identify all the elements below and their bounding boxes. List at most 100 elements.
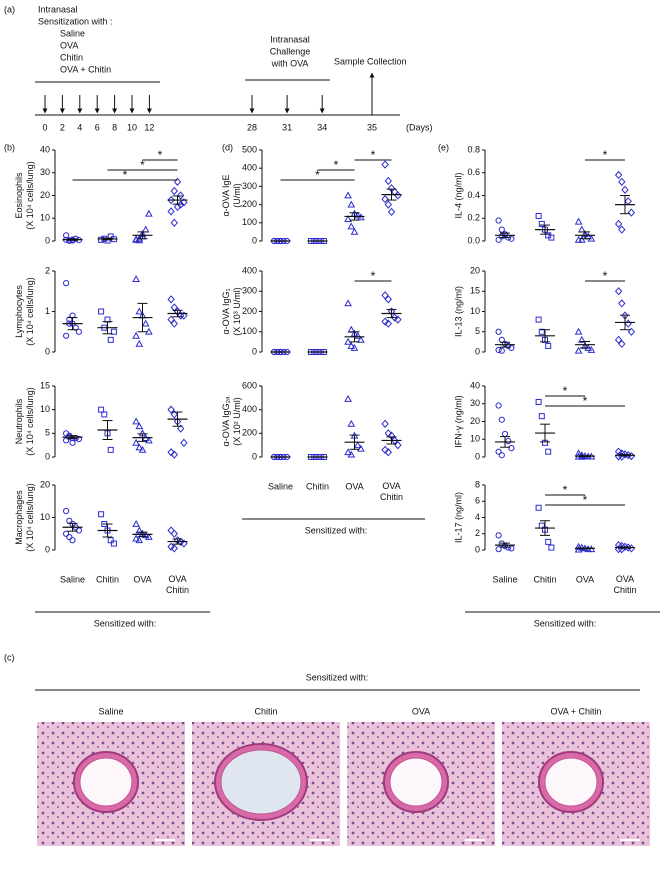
panel-label: (b) [4,142,15,152]
data-point [495,448,502,455]
y-axis-label: IL-17 (ng/ml) [453,492,463,543]
timeline-title: with OVA [271,58,309,68]
data-point [180,438,188,447]
data-point [132,331,140,339]
y-tick-label: 2 [475,528,480,538]
data-point [535,212,542,219]
y-tick-label: 4 [475,512,480,522]
data-point [381,317,389,326]
data-point [177,311,185,320]
timeline-title: Intranasal [270,34,310,44]
data-point [387,207,396,217]
y-tick-label: 30 [40,167,50,177]
data-point [614,219,623,229]
data-point [63,232,70,239]
timeline-title: Sample Collection [334,56,407,66]
data-point [381,419,389,429]
y-tick-label: 200 [242,199,257,209]
data-point [587,345,596,353]
y-tick-label: 0 [252,451,257,461]
data-point [501,430,509,438]
significance-label: * [158,148,163,162]
group-label: OVA [60,40,78,50]
x-tick-label: OVA Chitin [380,481,403,502]
data-point [347,222,356,230]
data-point [107,537,114,544]
y-axis-label: (X 10⁴ cells/lung) [25,277,35,345]
data-point [135,422,144,430]
data-point [66,517,73,524]
data-point [177,191,185,200]
data-point [173,202,182,212]
data-point [357,335,365,343]
data-point [384,319,392,328]
y-tick-label: 500 [242,144,257,154]
timeline-title: Intranasal [38,4,78,14]
data-point [614,287,623,296]
x-axis-label: Sensitized with: [305,525,368,535]
airway-lumen [544,757,598,807]
image-label: Chitin [254,706,277,716]
data-point [627,208,636,217]
data-point [180,539,188,548]
data-point [391,313,399,322]
data-point [495,236,502,243]
data-point [347,419,356,427]
data-point [535,316,542,323]
data-point [577,235,586,243]
data-point [141,225,150,233]
image-label: Saline [98,706,123,716]
data-point [498,347,505,354]
data-point [498,416,505,423]
data-point [135,339,144,347]
y-tick-label: 8 [475,479,480,489]
data-point [170,544,178,553]
y-tick-label: 40 [470,380,480,390]
y-tick-label: 0 [45,346,50,356]
data-point [132,519,140,527]
day-label: 4 [77,122,82,132]
data-point [614,335,623,345]
y-tick-label: 20 [40,479,50,489]
data-point [577,225,586,233]
day-label: 28 [247,122,257,132]
x-tick-label: OVA [133,574,151,584]
panel-label: (c) [4,652,15,662]
data-point [381,291,389,300]
data-point [574,545,583,553]
day-label: 10 [127,122,137,132]
data-point [495,346,502,354]
significance-label: * [315,168,320,182]
x-tick-label: Chitin [533,574,556,584]
significance-label: * [603,148,608,162]
data-point [170,186,178,196]
y-tick-label: 600 [242,380,257,390]
data-point [167,526,175,535]
data-point [110,540,117,547]
data-point [394,191,402,200]
data-point [495,546,502,553]
data-point [618,339,626,349]
y-tick-label: 10 [470,434,480,444]
y-tick-label: 0 [475,346,480,356]
data-point [505,342,512,350]
y-tick-label: 30 [470,398,480,408]
data-point [357,213,365,221]
group-label: Chitin [60,52,83,62]
data-point [384,295,392,304]
data-point [167,207,175,216]
day-label: 6 [95,122,100,132]
data-point [132,534,140,542]
y-tick-label: 400 [242,265,257,275]
significance-label: * [563,483,568,497]
data-point [145,209,153,217]
data-point [545,538,552,545]
y-axis-label: IL-13 (ng/ml) [453,286,463,337]
data-point [381,160,389,169]
y-tick-label: 6 [475,496,480,506]
data-point [505,437,512,445]
y-tick-label: 400 [242,163,257,173]
x-tick-label: OVA [345,481,363,491]
data-point [618,177,626,187]
